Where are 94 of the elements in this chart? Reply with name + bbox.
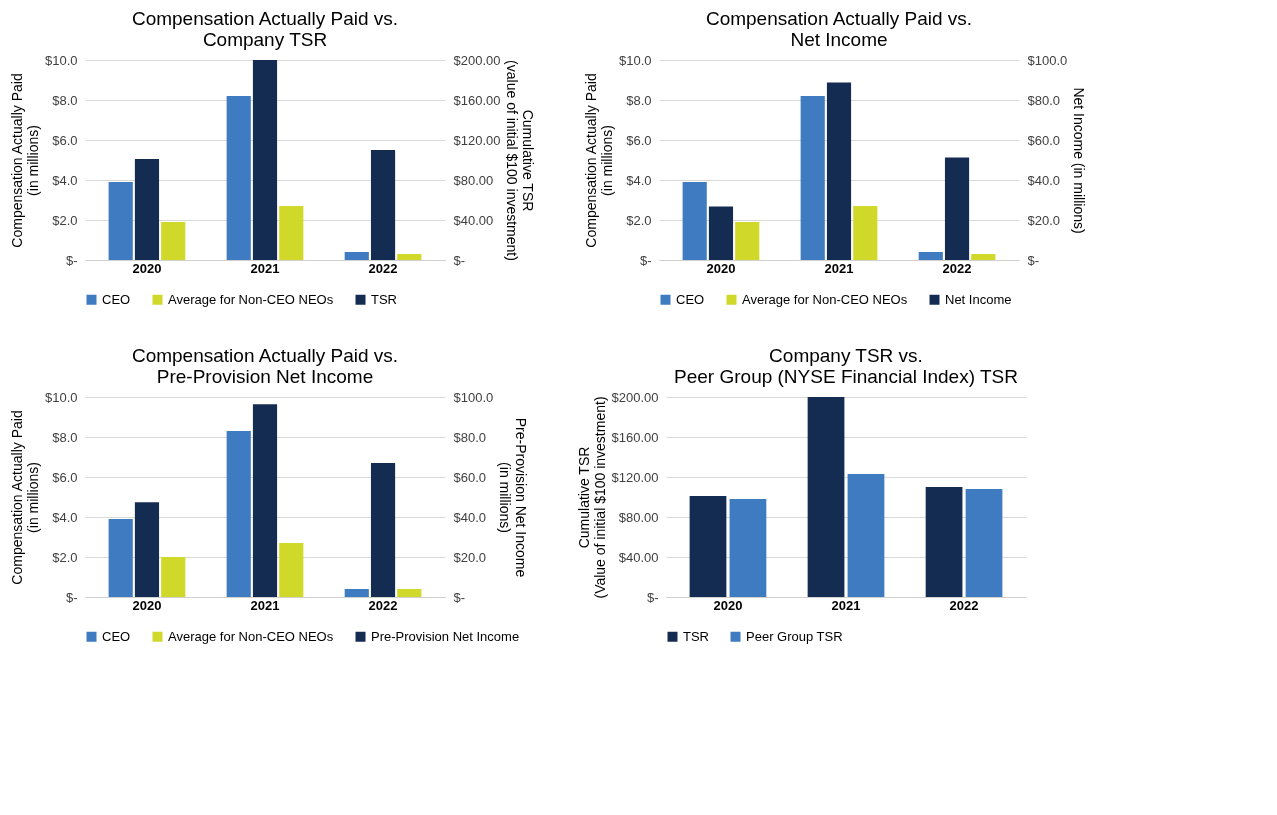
legend-label: Peer Group TSR bbox=[746, 628, 843, 644]
chart-title: Compensation Actually Paid vs. Company TSR bbox=[131, 8, 399, 50]
chart-title: Company TSR vs. Peer Group (NYSE Financial Index) TSR bbox=[674, 345, 1018, 387]
bar bbox=[971, 254, 996, 260]
x-tick-label: 2021 bbox=[831, 597, 861, 613]
y-tick-label: $6.0 bbox=[52, 469, 78, 485]
bar bbox=[689, 496, 727, 597]
y2-tick-label: $40.0 bbox=[1027, 172, 1061, 188]
y-tick-label: $2.0 bbox=[626, 212, 652, 228]
chart-title: Compensation Actually Paid vs. Pre-Provision Net Income bbox=[131, 345, 399, 387]
x-tick-label: 2022 bbox=[942, 260, 972, 276]
y-axis-title: Compensation Actually Paid (in millions) bbox=[8, 73, 41, 248]
y2-tick-label: $80.0 bbox=[453, 429, 487, 445]
legend-label: Pre-Provision Net Income bbox=[371, 628, 520, 644]
y-tick-label: $4.0 bbox=[52, 509, 78, 525]
y2-tick-label: $60.0 bbox=[453, 469, 487, 485]
bar bbox=[853, 206, 878, 260]
bar bbox=[925, 487, 963, 597]
x-tick-label: 2022 bbox=[368, 260, 398, 276]
x-tick-label: 2020 bbox=[132, 260, 162, 276]
legend-label: CEO bbox=[676, 291, 705, 307]
bar bbox=[279, 543, 304, 597]
x-tick-label: 2022 bbox=[949, 597, 979, 613]
y2-tick-label: $100.0 bbox=[1027, 52, 1068, 68]
y2-tick-label: $200.00 bbox=[453, 52, 501, 68]
y-tick-label: $4.0 bbox=[626, 172, 652, 188]
y-tick-label: $120.00 bbox=[611, 469, 659, 485]
y-tick-label: $10.0 bbox=[44, 52, 78, 68]
y2-tick-label: $40.00 bbox=[453, 212, 494, 228]
y-axis-title: Compensation Actually Paid (in millions) bbox=[8, 410, 41, 585]
y-tick-label: $160.00 bbox=[611, 429, 659, 445]
y2-tick-label: $20.0 bbox=[1027, 212, 1061, 228]
y2-tick-label: $- bbox=[453, 252, 466, 268]
bar bbox=[370, 150, 396, 260]
bar bbox=[729, 499, 767, 597]
y2-axis-title: Net Income (in millions) bbox=[1071, 87, 1088, 234]
legend-label: TSR bbox=[371, 291, 397, 307]
x-tick-label: 2020 bbox=[713, 597, 743, 613]
legend-label: Average for Non-CEO NEOs bbox=[742, 291, 908, 307]
y2-tick-label: $- bbox=[1027, 252, 1040, 268]
y-tick-label: $6.0 bbox=[52, 132, 78, 148]
legend-label: Average for Non-CEO NEOs bbox=[168, 291, 334, 307]
y2-tick-label: $160.00 bbox=[453, 92, 501, 108]
y2-axis-title: Cumulative TSR (value of initial $100 investment) bbox=[504, 60, 537, 261]
x-tick-label: 2020 bbox=[132, 597, 162, 613]
y-tick-label: $6.0 bbox=[626, 132, 652, 148]
y-tick-label: $10.0 bbox=[44, 389, 78, 405]
bar bbox=[944, 157, 970, 260]
y2-axis-title: Pre-Provision Net Income (in millions) bbox=[497, 417, 530, 578]
chart-title: Compensation Actually Paid vs. Net Income bbox=[705, 8, 973, 50]
y-tick-label: $- bbox=[65, 252, 78, 268]
bar bbox=[344, 252, 369, 260]
y-tick-label: $10.0 bbox=[618, 52, 652, 68]
bar bbox=[807, 397, 845, 597]
legend-label: TSR bbox=[683, 628, 709, 644]
y-axis-title: Compensation Actually Paid (in millions) bbox=[582, 73, 615, 248]
y-tick-label: $8.0 bbox=[626, 92, 652, 108]
y2-tick-label: $- bbox=[453, 589, 466, 605]
y2-tick-label: $80.00 bbox=[453, 172, 494, 188]
y2-tick-label: $20.0 bbox=[453, 549, 487, 565]
y-tick-label: $- bbox=[639, 252, 652, 268]
y-tick-label: $- bbox=[646, 589, 659, 605]
legend-label: Average for Non-CEO NEOs bbox=[168, 628, 334, 644]
bar bbox=[965, 489, 1003, 597]
y2-tick-label: $80.0 bbox=[1027, 92, 1061, 108]
bar bbox=[397, 254, 422, 260]
y-tick-label: $80.00 bbox=[618, 509, 659, 525]
bar bbox=[397, 589, 422, 597]
bar bbox=[370, 463, 396, 597]
y-tick-label: $4.0 bbox=[52, 172, 78, 188]
y2-tick-label: $100.0 bbox=[453, 389, 494, 405]
x-tick-label: 2022 bbox=[368, 597, 398, 613]
y2-tick-label: $40.0 bbox=[453, 509, 487, 525]
x-tick-label: 2021 bbox=[824, 260, 854, 276]
bar bbox=[279, 206, 304, 260]
legend-label: CEO bbox=[102, 291, 131, 307]
y-axis-title: Cumulative TSR (Value of initial $100 investment) bbox=[575, 396, 608, 599]
legend-label: CEO bbox=[102, 628, 131, 644]
legend-label: Net Income bbox=[945, 291, 1012, 307]
y-tick-label: $- bbox=[65, 589, 78, 605]
bar bbox=[918, 252, 943, 260]
y-tick-label: $200.00 bbox=[611, 389, 659, 405]
y-tick-label: $8.0 bbox=[52, 92, 78, 108]
y-tick-label: $2.0 bbox=[52, 212, 78, 228]
y-tick-label: $2.0 bbox=[52, 549, 78, 565]
x-tick-label: 2021 bbox=[250, 260, 280, 276]
bar bbox=[344, 589, 369, 597]
y-tick-label: $40.00 bbox=[618, 549, 659, 565]
y2-tick-label: $60.0 bbox=[1027, 132, 1061, 148]
y-tick-label: $8.0 bbox=[52, 429, 78, 445]
y2-tick-label: $120.00 bbox=[453, 132, 501, 148]
x-tick-label: 2021 bbox=[250, 597, 280, 613]
bar bbox=[847, 474, 885, 597]
x-tick-label: 2020 bbox=[706, 260, 736, 276]
